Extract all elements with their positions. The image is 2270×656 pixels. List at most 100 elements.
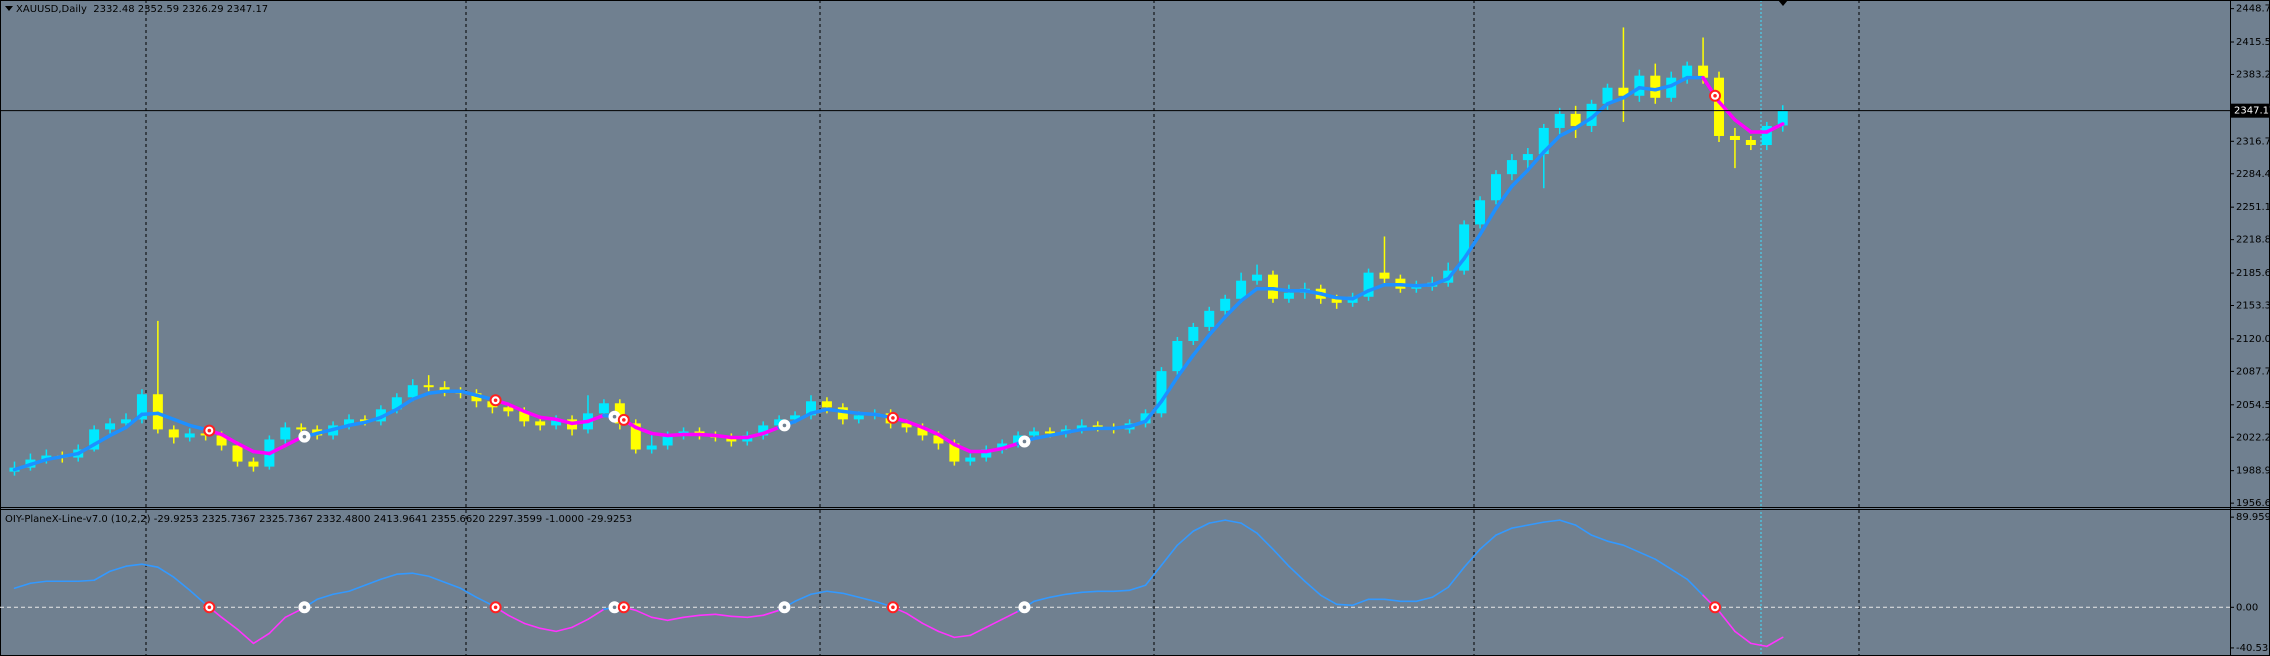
- signal-dot: [622, 418, 626, 422]
- indicator-segment: [746, 614, 765, 619]
- ma-segment: [1605, 96, 1626, 106]
- y-tick-label: 2120.05: [2236, 334, 2270, 345]
- candle-body: [965, 457, 976, 462]
- candle-body: [758, 425, 769, 436]
- candle-body: [1602, 87, 1613, 104]
- candle-body: [726, 437, 737, 442]
- candle-body: [598, 403, 609, 414]
- indicator-segment: [252, 632, 271, 645]
- indicator-segment: [475, 596, 494, 607]
- ma-segment: [331, 423, 351, 432]
- indicator-segment: [1718, 610, 1736, 633]
- ma-segment: [1398, 282, 1419, 288]
- ma-segment: [936, 432, 957, 447]
- ma-segment: [920, 425, 941, 437]
- y-tick-label: 2383.20: [2236, 69, 2270, 80]
- ma-segment: [347, 420, 367, 428]
- candle-body: [1220, 298, 1231, 311]
- ma-segment: [1542, 134, 1562, 154]
- ma-segment: [1191, 333, 1211, 357]
- candle-body: [1252, 274, 1263, 281]
- signal-dot: [1713, 605, 1717, 610]
- candle-body: [296, 427, 307, 430]
- indicator-segment: [1463, 548, 1481, 569]
- y-tick-label: 2415.50: [2236, 37, 2270, 48]
- y-tick-label: 2284.40: [2236, 169, 2270, 180]
- candle-body: [1745, 139, 1756, 146]
- indicator-segment: [921, 622, 940, 633]
- ma-segment: [1637, 85, 1658, 92]
- candle-body: [1777, 110, 1788, 126]
- ma-segment: [1430, 276, 1450, 287]
- ma-segment: [697, 432, 718, 438]
- ma-segment: [1048, 430, 1068, 438]
- ma-segment: [1733, 118, 1753, 134]
- indicator-segment: [1049, 593, 1067, 599]
- ma-segment: [76, 442, 96, 456]
- signal-dot: [622, 605, 626, 610]
- ma-segment: [1080, 426, 1100, 432]
- y-tick-label: 2022.20: [2236, 432, 2270, 443]
- ma-segment: [1111, 424, 1132, 431]
- title-arrow: [5, 6, 13, 11]
- candle-body: [1411, 286, 1422, 289]
- indicator-segment: [316, 593, 334, 601]
- y-tick-label: 2251.15: [2236, 202, 2270, 213]
- indicator-segment: [1479, 534, 1497, 550]
- indicator-segment: [109, 565, 127, 573]
- candle-body: [216, 435, 227, 446]
- ma-segment: [395, 397, 415, 412]
- candle-body: [89, 429, 100, 450]
- candle-body: [1586, 103, 1597, 126]
- candle-body: [1650, 75, 1661, 98]
- ma-segment: [809, 407, 829, 416]
- ma-segment: [1175, 353, 1196, 379]
- indicator-segment: [1766, 636, 1784, 648]
- ma-segment: [1557, 126, 1578, 138]
- indicator-segment: [188, 589, 207, 606]
- candle-body: [1267, 274, 1278, 299]
- indicator-segment: [13, 582, 32, 590]
- ma-segment: [474, 393, 495, 402]
- indicator-segment: [1272, 548, 1290, 568]
- indicator-segment: [1001, 610, 1019, 621]
- candle-body: [232, 445, 243, 462]
- indicator-segment: [1256, 532, 1274, 550]
- indicator-segment: [284, 608, 303, 619]
- ma-segment: [1621, 85, 1642, 100]
- ma-segment: [522, 409, 542, 420]
- indicator-segment: [1542, 519, 1561, 523]
- signal-dot: [782, 605, 787, 610]
- candle-body: [375, 409, 386, 422]
- candle-body: [1538, 127, 1549, 155]
- candle-body: [439, 387, 450, 392]
- ma-segment: [904, 419, 925, 430]
- indicator-segment: [1734, 630, 1752, 645]
- candle-body: [662, 435, 673, 446]
- indicator-segment: [125, 563, 143, 568]
- indicator-segment: [1750, 642, 1768, 648]
- ma-segment: [1159, 375, 1180, 404]
- ma-segment: [1765, 122, 1785, 134]
- signal-dot: [302, 434, 307, 439]
- candle-body: [359, 419, 370, 422]
- indicator-segment: [1383, 598, 1402, 603]
- indicator-segment: [810, 590, 828, 596]
- y-tick-label: 2185.60: [2236, 268, 2270, 279]
- ma-segment: [1462, 232, 1482, 261]
- ma-segment: [825, 407, 845, 414]
- candle-body: [168, 429, 179, 438]
- indicator-segment: [93, 570, 111, 582]
- candle-body: [1714, 77, 1725, 136]
- indicator-segment: [682, 614, 701, 619]
- indicator-segment: [411, 572, 430, 578]
- indicator-segment: [698, 613, 717, 617]
- ma-segment: [44, 454, 65, 462]
- indicator-segment: [443, 581, 462, 590]
- ma-segment: [634, 425, 654, 436]
- ma-segment: [1573, 116, 1594, 130]
- candle-body: [646, 445, 657, 450]
- indicator-segment: [1511, 524, 1529, 529]
- indicator-segment: [1065, 591, 1083, 596]
- indicator-segment: [1208, 519, 1226, 524]
